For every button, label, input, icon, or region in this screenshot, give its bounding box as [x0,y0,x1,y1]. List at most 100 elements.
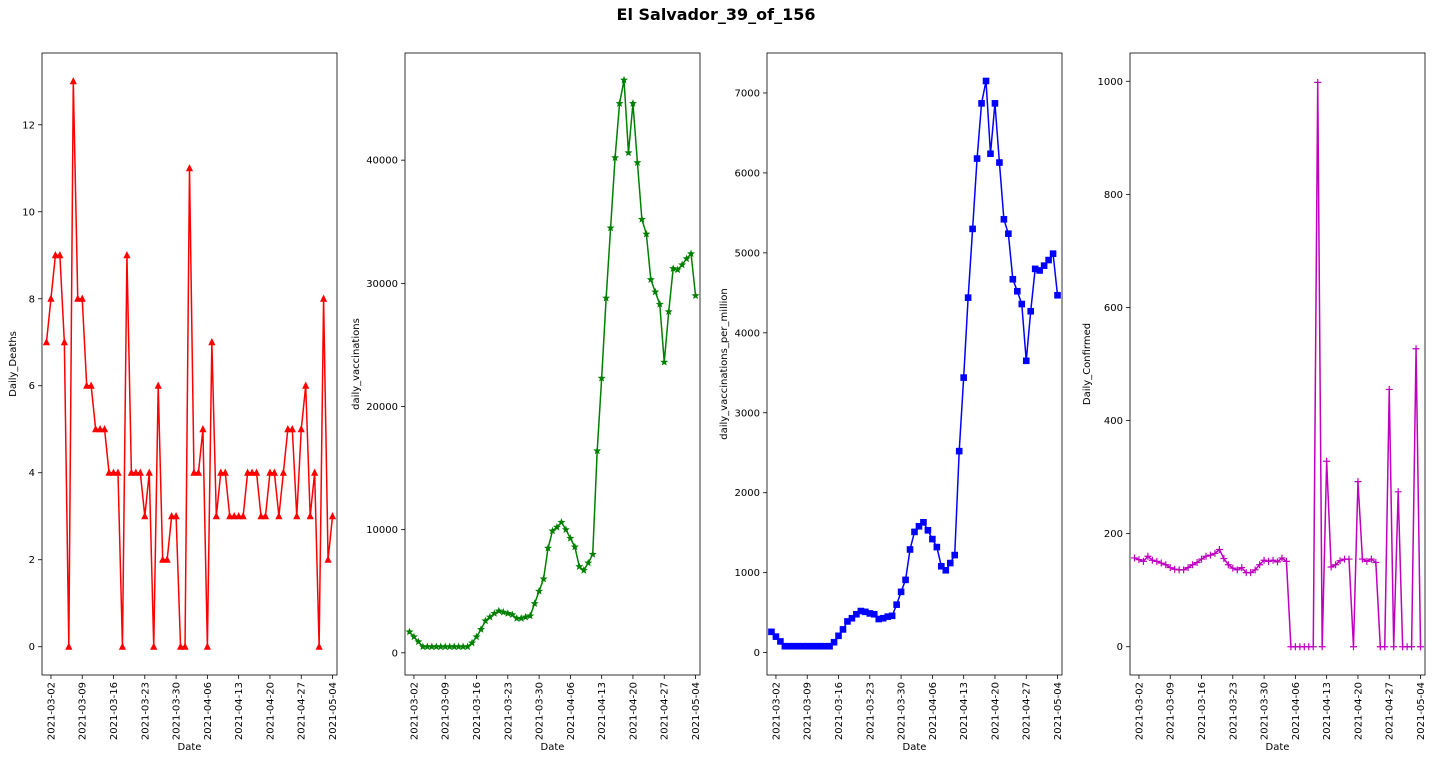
data-point [557,518,566,526]
data-point [812,642,820,650]
data-point [799,642,807,650]
data-point [830,638,838,646]
x-tick-label: 2021-03-23 [1228,682,1239,740]
x-tick-label: 2021-04-20 [990,682,1001,740]
data-point [212,512,220,520]
data-point [651,287,660,296]
data-point [1198,555,1206,563]
data-point [660,357,669,366]
data-point [275,512,283,520]
data-point [163,555,171,563]
data-point [552,523,561,531]
y-axis-label: Daily_Deaths [8,331,19,397]
data-point [624,148,633,157]
data-point [1220,555,1228,563]
data-point [530,599,539,607]
data-point [991,100,999,107]
data-point [1412,345,1420,353]
y-axis-label: daily_vaccinations [351,318,362,410]
data-point [933,543,941,551]
y-tick-label: 30000 [366,279,398,290]
data-point [490,609,499,617]
y-tick-label: 10 [22,207,35,218]
data-point [682,254,691,263]
data-point [611,153,620,162]
data-point [208,338,216,346]
data-point [862,608,869,616]
data-point [544,543,553,552]
data-point [42,338,51,346]
data-point [691,291,700,300]
data-point [978,100,985,107]
data-point [87,381,95,389]
x-tick-label: 2021-03-23 [140,682,151,740]
data-point [1193,558,1201,566]
data-point [1215,545,1223,553]
figure-title: El Salvador_39_of_156 [617,5,816,24]
data-point [427,642,436,651]
x-tick-label: 2021-04-20 [1353,682,1364,740]
data-point [1336,557,1344,565]
panel-2: 0 10000 20000 30000 40000 2021-03-02 2021-03-0… [351,52,702,753]
data-point [181,642,189,650]
x-tick-label: 2021-03-09 [1166,682,1177,740]
data-point [996,159,1003,166]
data-point [239,512,247,520]
data-point [853,610,860,618]
y-tick-label: 4000 [735,328,760,339]
data-point [888,612,896,620]
x-tick-label: 2021-04-27 [297,682,308,740]
x-tick-label: 2021-03-09 [78,682,89,740]
data-point [118,642,127,650]
data-point [1251,566,1259,574]
data-point [1022,357,1030,365]
data-point [1372,558,1380,566]
plot-frame [41,52,338,676]
y-tick-label: 8 [29,294,35,305]
data-point [69,77,77,85]
data-point [432,642,441,651]
data-point [777,638,784,645]
data-point [319,294,328,302]
data-point [848,614,856,622]
data-point [1027,307,1035,315]
data-point [664,307,673,316]
data-point [1148,556,1156,564]
x-tick-label: 2021-03-30 [1260,682,1271,740]
x-tick-label: 2021-05-04 [328,682,339,740]
data-point [920,518,927,526]
y-tick-label: 0 [392,648,398,659]
data-point [423,642,432,651]
data-point [114,468,122,476]
x-tick-label: 2021-05-04 [691,682,702,740]
data-point [839,626,847,633]
x-tick-label: 2021-04-06 [928,682,939,740]
data-point [1381,643,1389,651]
data-point [324,555,332,563]
data-point [136,468,144,476]
x-axis-label: Date [1266,742,1290,753]
data-point [1211,549,1219,557]
data-point [328,512,337,520]
data-point [1157,559,1165,567]
panel-3: 0 1000 2000 3000 4000 5000 6000 7000 2021-03-02 2… [719,52,1064,753]
y-axis-label: daily_vaccinations_per_million [719,288,730,440]
data-point [1031,265,1039,273]
data-point [1385,385,1393,393]
data-point [65,642,73,650]
data-point [279,468,287,476]
data-point [1314,78,1322,86]
data-point [875,615,883,623]
data-point [1256,561,1264,569]
data-point [288,425,296,433]
data-point [481,616,490,625]
data-point [942,566,950,574]
x-tick-label: 2021-03-02 [409,682,420,740]
data-point [646,275,655,284]
data-point [185,164,194,172]
data-point [463,642,472,651]
data-point [987,150,994,158]
x-tick-label: 2021-03-16 [1197,682,1208,740]
data-point [1144,552,1152,560]
y-tick-label: 2 [29,555,35,566]
